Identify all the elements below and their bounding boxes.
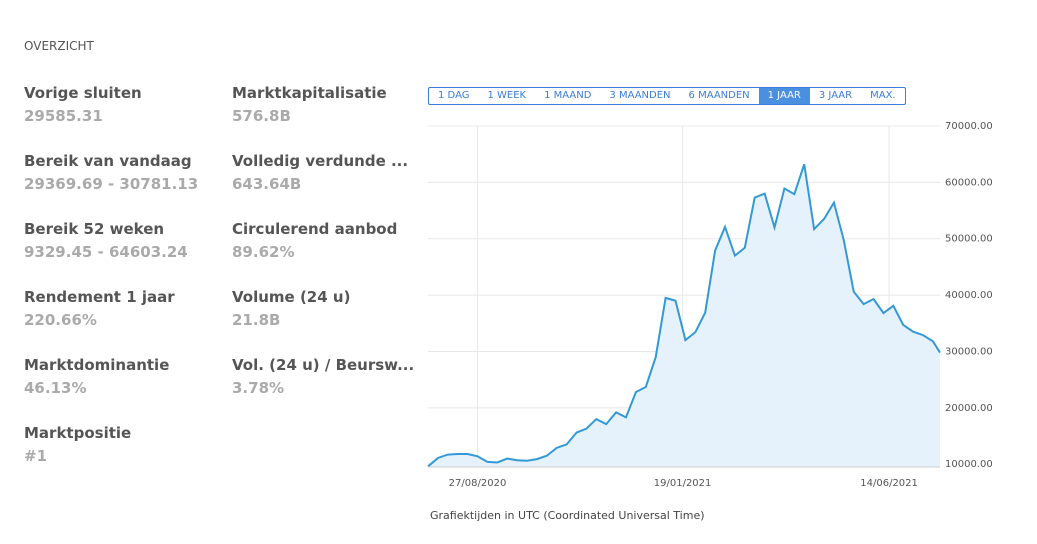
stat-item: Vorige sluiten 29585.31 [24,84,198,152]
stat-label: Vorige sluiten [24,84,142,102]
y-tick-label: 10000.00 [945,459,993,470]
stat-value: 21.8B [232,311,281,329]
range-button[interactable]: 3 MAANDEN [609,90,671,101]
y-tick-label: 30000.00 [945,346,993,357]
y-tick-label: 70000.00 [945,121,993,132]
stat-label: Bereik 52 weken [24,220,165,238]
stat-value: 9329.45 - 64603.24 [24,243,188,261]
range-button[interactable]: 3 JAAR [818,90,853,101]
stat-item: Volledig verdunde ... 643.64B [232,152,414,220]
stat-item: Marktdominantie 46.13% [24,356,198,424]
stat-value: 29369.69 - 30781.13 [24,175,199,193]
stat-value: 576.8B [232,107,291,125]
stat-value: 643.64B [232,175,302,193]
x-tick-label: 14/06/2021 [860,478,918,489]
y-tick-label: 60000.00 [945,177,993,188]
stat-label: Marktpositie [24,424,132,442]
range-button[interactable]: 1 DAG [438,90,470,101]
chart-note: Grafiektijden in UTC (Coordinated Univer… [430,509,705,522]
stat-label: Volume (24 u) [232,288,351,306]
section-title: OVERZICHT [24,39,94,53]
stats-column: Vorige sluiten 29585.31 Bereik van vandaag… [24,84,198,492]
stat-item: Circulerend aanbod 89.62% [232,220,414,288]
x-tick-label: 19/01/2021 [654,478,712,489]
stat-item: Volume (24 u) 21.8B [232,288,414,356]
stat-item: Bereik van vandaag 29369.69 - 30781.13 [24,152,198,220]
stat-item: Marktkapitalisatie 576.8B [232,84,414,152]
range-selector: 1 DAG 1 WEEK 1 MAAND 3 MAANDEN 6 MAANDEN 1 JA… [428,87,906,105]
stat-value: 89.62% [232,243,295,261]
stat-label: Bereik van vandaag [24,152,192,170]
stat-value: 29585.31 [24,107,103,125]
stat-item: Bereik 52 weken 9329.45 - 64603.24 [24,220,198,288]
stat-label: Rendement 1 jaar [24,288,175,306]
stat-item: Vol. (24 u) / Beursw... 3.78% [232,356,414,424]
stat-item: Rendement 1 jaar 220.66% [24,288,198,356]
stat-value: 220.66% [24,311,97,329]
range-button[interactable]: 6 MAANDEN [688,90,750,101]
stats-column: Marktkapitalisatie 576.8B Volledig verdund… [232,84,414,424]
y-tick-label: 40000.00 [945,290,993,301]
stat-label: Marktkapitalisatie [232,84,387,102]
y-tick-label: 20000.00 [945,403,993,414]
stat-value: #1 [24,447,48,465]
stat-label: Vol. (24 u) / Beursw... [232,356,415,374]
range-button[interactable]: MAX. [870,90,896,101]
stat-value: 3.78% [232,379,285,397]
range-button[interactable]: 1 WEEK [487,90,527,101]
y-tick-label: 50000.00 [945,234,993,245]
area [428,164,940,467]
range-button[interactable]: 1 JAAR [758,88,810,104]
x-tick-label: 27/08/2020 [449,478,507,489]
stat-item: Marktpositie #1 [24,424,198,492]
stat-label: Circulerend aanbod [232,220,398,238]
stat-label: Marktdominantie [24,356,170,374]
range-button[interactable]: 1 MAAND [544,90,592,101]
stat-label: Volledig verdunde ... [232,152,409,170]
stat-value: 46.13% [24,379,87,397]
line [427,164,941,468]
